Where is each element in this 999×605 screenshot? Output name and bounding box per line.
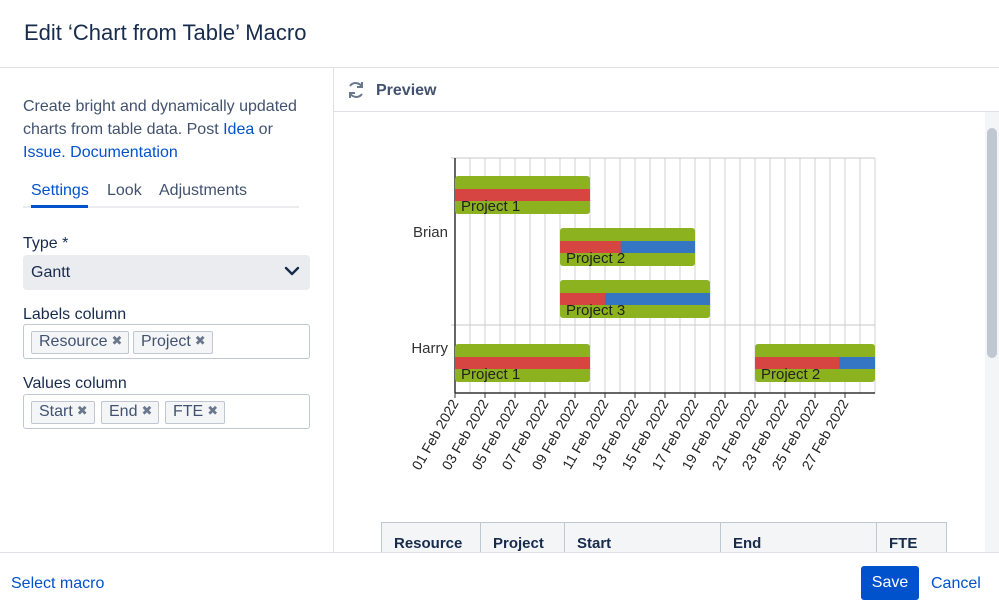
gantt-bar-label: Project 2 xyxy=(566,250,625,267)
preview-scrollbar[interactable] xyxy=(985,112,999,552)
active-tab-indicator xyxy=(31,205,88,208)
chip-label: FTE xyxy=(173,403,204,420)
save-button[interactable]: Save xyxy=(861,566,919,600)
description-text: Create bright and dynamically updated ch… xyxy=(23,98,297,138)
chip-end: End ✖ xyxy=(101,401,160,424)
gantt-bar-label: Project 3 xyxy=(566,302,625,319)
values-column-label: Values column xyxy=(23,375,127,392)
description-or: or xyxy=(254,121,273,138)
gantt-progress xyxy=(455,189,590,201)
cancel-button[interactable]: Cancel xyxy=(931,575,981,592)
idea-link[interactable]: Idea xyxy=(223,121,255,138)
gantt-progress xyxy=(755,357,839,369)
dialog-header: Edit ‘Chart from Table’ Macro xyxy=(0,0,999,68)
chip-label: Start xyxy=(39,403,73,420)
category-label: Brian xyxy=(413,224,448,241)
preview-toolbar: Preview xyxy=(334,68,999,112)
labels-column-input[interactable]: Resource ✖ Project ✖ xyxy=(23,324,310,359)
gantt-progress xyxy=(560,241,621,253)
type-label: Type * xyxy=(23,235,69,252)
labels-column-label: Labels column xyxy=(23,306,127,323)
chip-project: Project ✖ xyxy=(133,331,213,354)
table-header-cell: Resource xyxy=(381,522,481,552)
select-macro-link[interactable]: Select macro xyxy=(11,575,105,592)
chip-label: End xyxy=(109,403,138,420)
table-header-cell: Start xyxy=(564,522,721,552)
table-header-cell: Project xyxy=(480,522,565,552)
remove-chip-icon[interactable]: ✖ xyxy=(141,403,153,418)
gantt-bar-label: Project 1 xyxy=(461,366,520,383)
gantt-bar-label: Project 1 xyxy=(461,198,520,215)
chip-start: Start ✖ xyxy=(31,401,95,424)
preview-panel: Preview Brian Harry Project 1 Project 2 Proj… xyxy=(334,68,999,552)
remove-chip-icon[interactable]: ✖ xyxy=(194,333,206,348)
remove-chip-icon[interactable]: ✖ xyxy=(207,403,219,418)
type-select[interactable]: Gantt xyxy=(23,255,310,290)
table-header-cell: End xyxy=(720,522,877,552)
table-header-cell: FTE xyxy=(876,522,947,552)
gantt-progress xyxy=(560,293,605,305)
chip-label: Project xyxy=(141,333,191,350)
gantt-chart: Brian Harry Project 1 Project 2 Project 3 Pro… xyxy=(408,157,876,473)
chip-resource: Resource ✖ xyxy=(31,331,130,354)
remove-chip-icon[interactable]: ✖ xyxy=(76,403,88,418)
gantt-progress xyxy=(455,357,590,369)
remove-chip-icon[interactable]: ✖ xyxy=(111,333,123,348)
issue-link[interactable]: Issue. xyxy=(23,144,66,161)
documentation-link[interactable]: Documentation xyxy=(70,144,178,161)
preview-title: Preview xyxy=(376,82,437,99)
settings-panel: Create bright and dynamically updated ch… xyxy=(0,68,334,552)
tab-adjustments[interactable]: Adjustments xyxy=(159,182,248,199)
gantt-chart-area: Brian Harry Project 1 Project 2 Project 3 Pro… xyxy=(334,112,985,552)
settings-tabs: Settings Look Adjustments xyxy=(23,180,299,208)
category-label: Harry xyxy=(411,340,448,357)
values-column-input[interactable]: Start ✖ End ✖ FTE ✖ xyxy=(23,394,310,429)
dialog-title: Edit ‘Chart from Table’ Macro xyxy=(24,20,307,45)
refresh-icon[interactable] xyxy=(346,80,366,100)
type-select-value: Gantt xyxy=(31,264,71,281)
scrollbar-thumb[interactable] xyxy=(987,128,997,358)
gantt-bar-label: Project 2 xyxy=(761,366,820,383)
table-header-row: Resource Project Start End FTE xyxy=(381,522,947,552)
tab-look[interactable]: Look xyxy=(107,182,142,199)
chip-label: Resource xyxy=(39,333,108,350)
macro-description: Create bright and dynamically updated ch… xyxy=(23,95,313,164)
dialog-footer: Select macro Save Cancel xyxy=(0,552,999,605)
data-table: Resource Project Start End FTE xyxy=(381,522,947,552)
tab-settings[interactable]: Settings xyxy=(31,182,89,199)
chip-fte: FTE ✖ xyxy=(165,401,226,424)
chevron-down-icon xyxy=(284,266,300,276)
